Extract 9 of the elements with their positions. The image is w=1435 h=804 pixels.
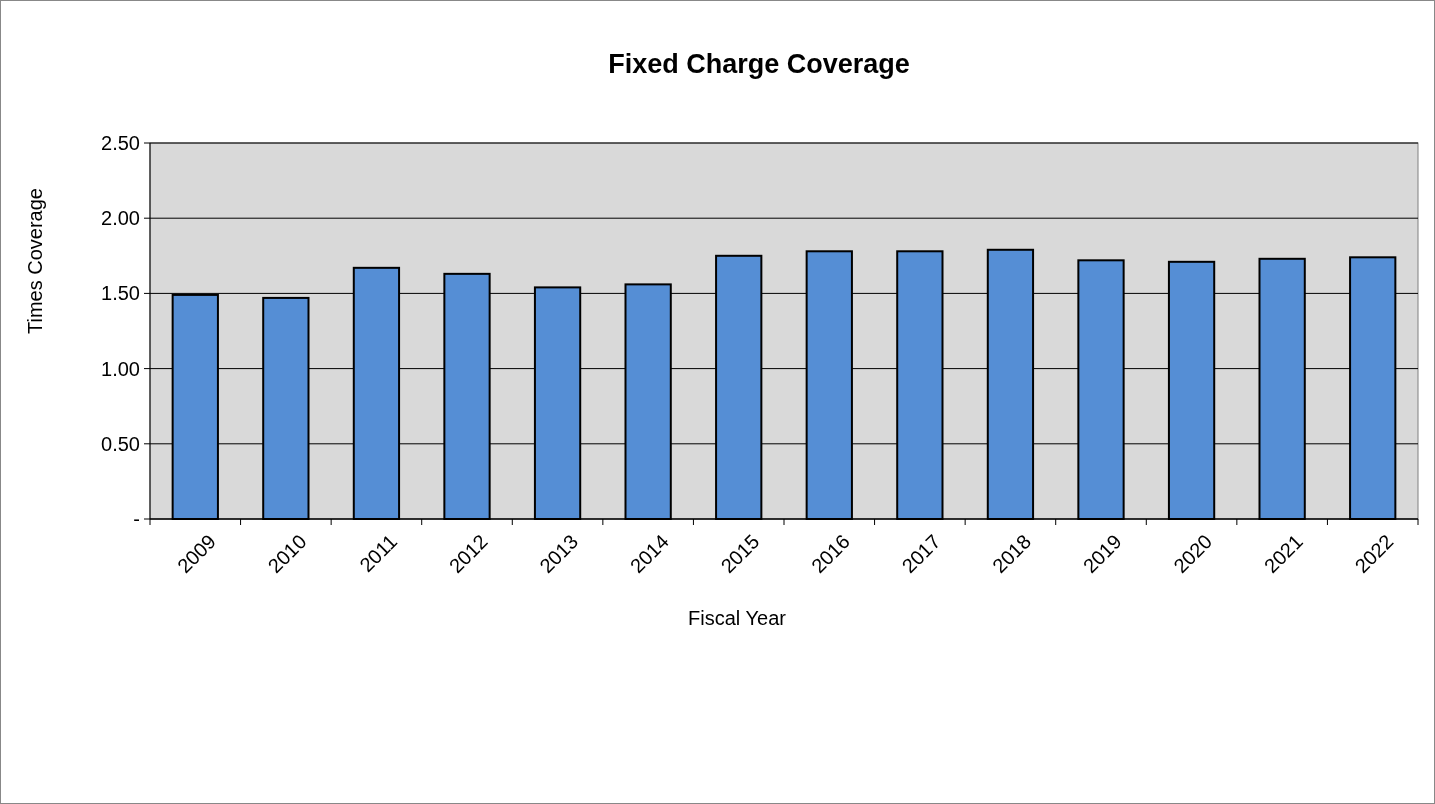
y-tick-label: 0.50 — [101, 432, 140, 455]
y-axis-title: Times Coverage — [24, 188, 46, 334]
chart-title: Fixed Charge Coverage — [608, 49, 910, 79]
y-tick-label: 1.50 — [101, 282, 140, 305]
y-tick-label: - — [133, 508, 140, 530]
y-tick-label: 1.00 — [101, 357, 140, 380]
y-tick-label: 2.00 — [101, 207, 140, 230]
x-axis-title: Fiscal Year — [688, 607, 787, 629]
y-tick-label: 2.50 — [101, 132, 140, 154]
